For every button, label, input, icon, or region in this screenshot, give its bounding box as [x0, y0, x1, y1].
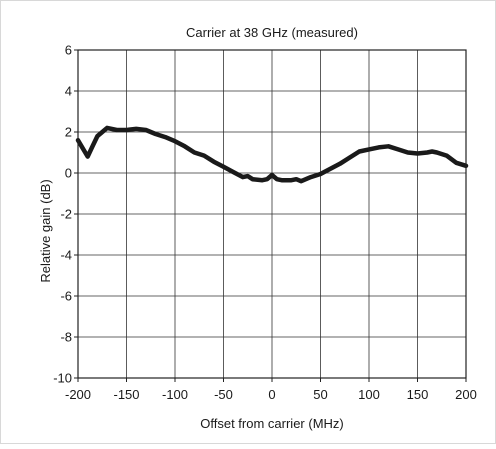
y-tick-label: 4 — [65, 84, 72, 99]
y-tick-label: 2 — [65, 125, 72, 140]
y-tick-label: -2 — [60, 207, 72, 222]
y-tick-label: -6 — [60, 289, 72, 304]
chart-title: Carrier at 38 GHz (measured) — [186, 25, 358, 40]
y-axis-label: Relative gain (dB) — [38, 179, 53, 282]
x-tick-label: 50 — [313, 387, 327, 402]
y-tick-label: -10 — [53, 371, 72, 386]
x-tick-label: -50 — [214, 387, 233, 402]
x-tick-label: 0 — [268, 387, 275, 402]
x-axis-label: Offset from carrier (MHz) — [200, 416, 344, 431]
x-tick-label: -100 — [162, 387, 188, 402]
series-layer — [75, 125, 469, 184]
x-tick-label: -150 — [113, 387, 139, 402]
series-line — [75, 125, 469, 184]
x-tick-label: 150 — [407, 387, 429, 402]
tick-labels: -200 -150 -100 -50 0 50 100 150 200 -10 -8 -6 -4 -2 0 2… — [53, 43, 477, 403]
x-tick-label: 200 — [455, 387, 477, 402]
y-tick-label: 6 — [65, 43, 72, 58]
x-tick-label: -200 — [65, 387, 91, 402]
y-tick-label: -4 — [60, 248, 72, 263]
y-tick-label: -8 — [60, 330, 72, 345]
x-tick-label: 100 — [358, 387, 380, 402]
y-tick-label: 0 — [65, 166, 72, 181]
